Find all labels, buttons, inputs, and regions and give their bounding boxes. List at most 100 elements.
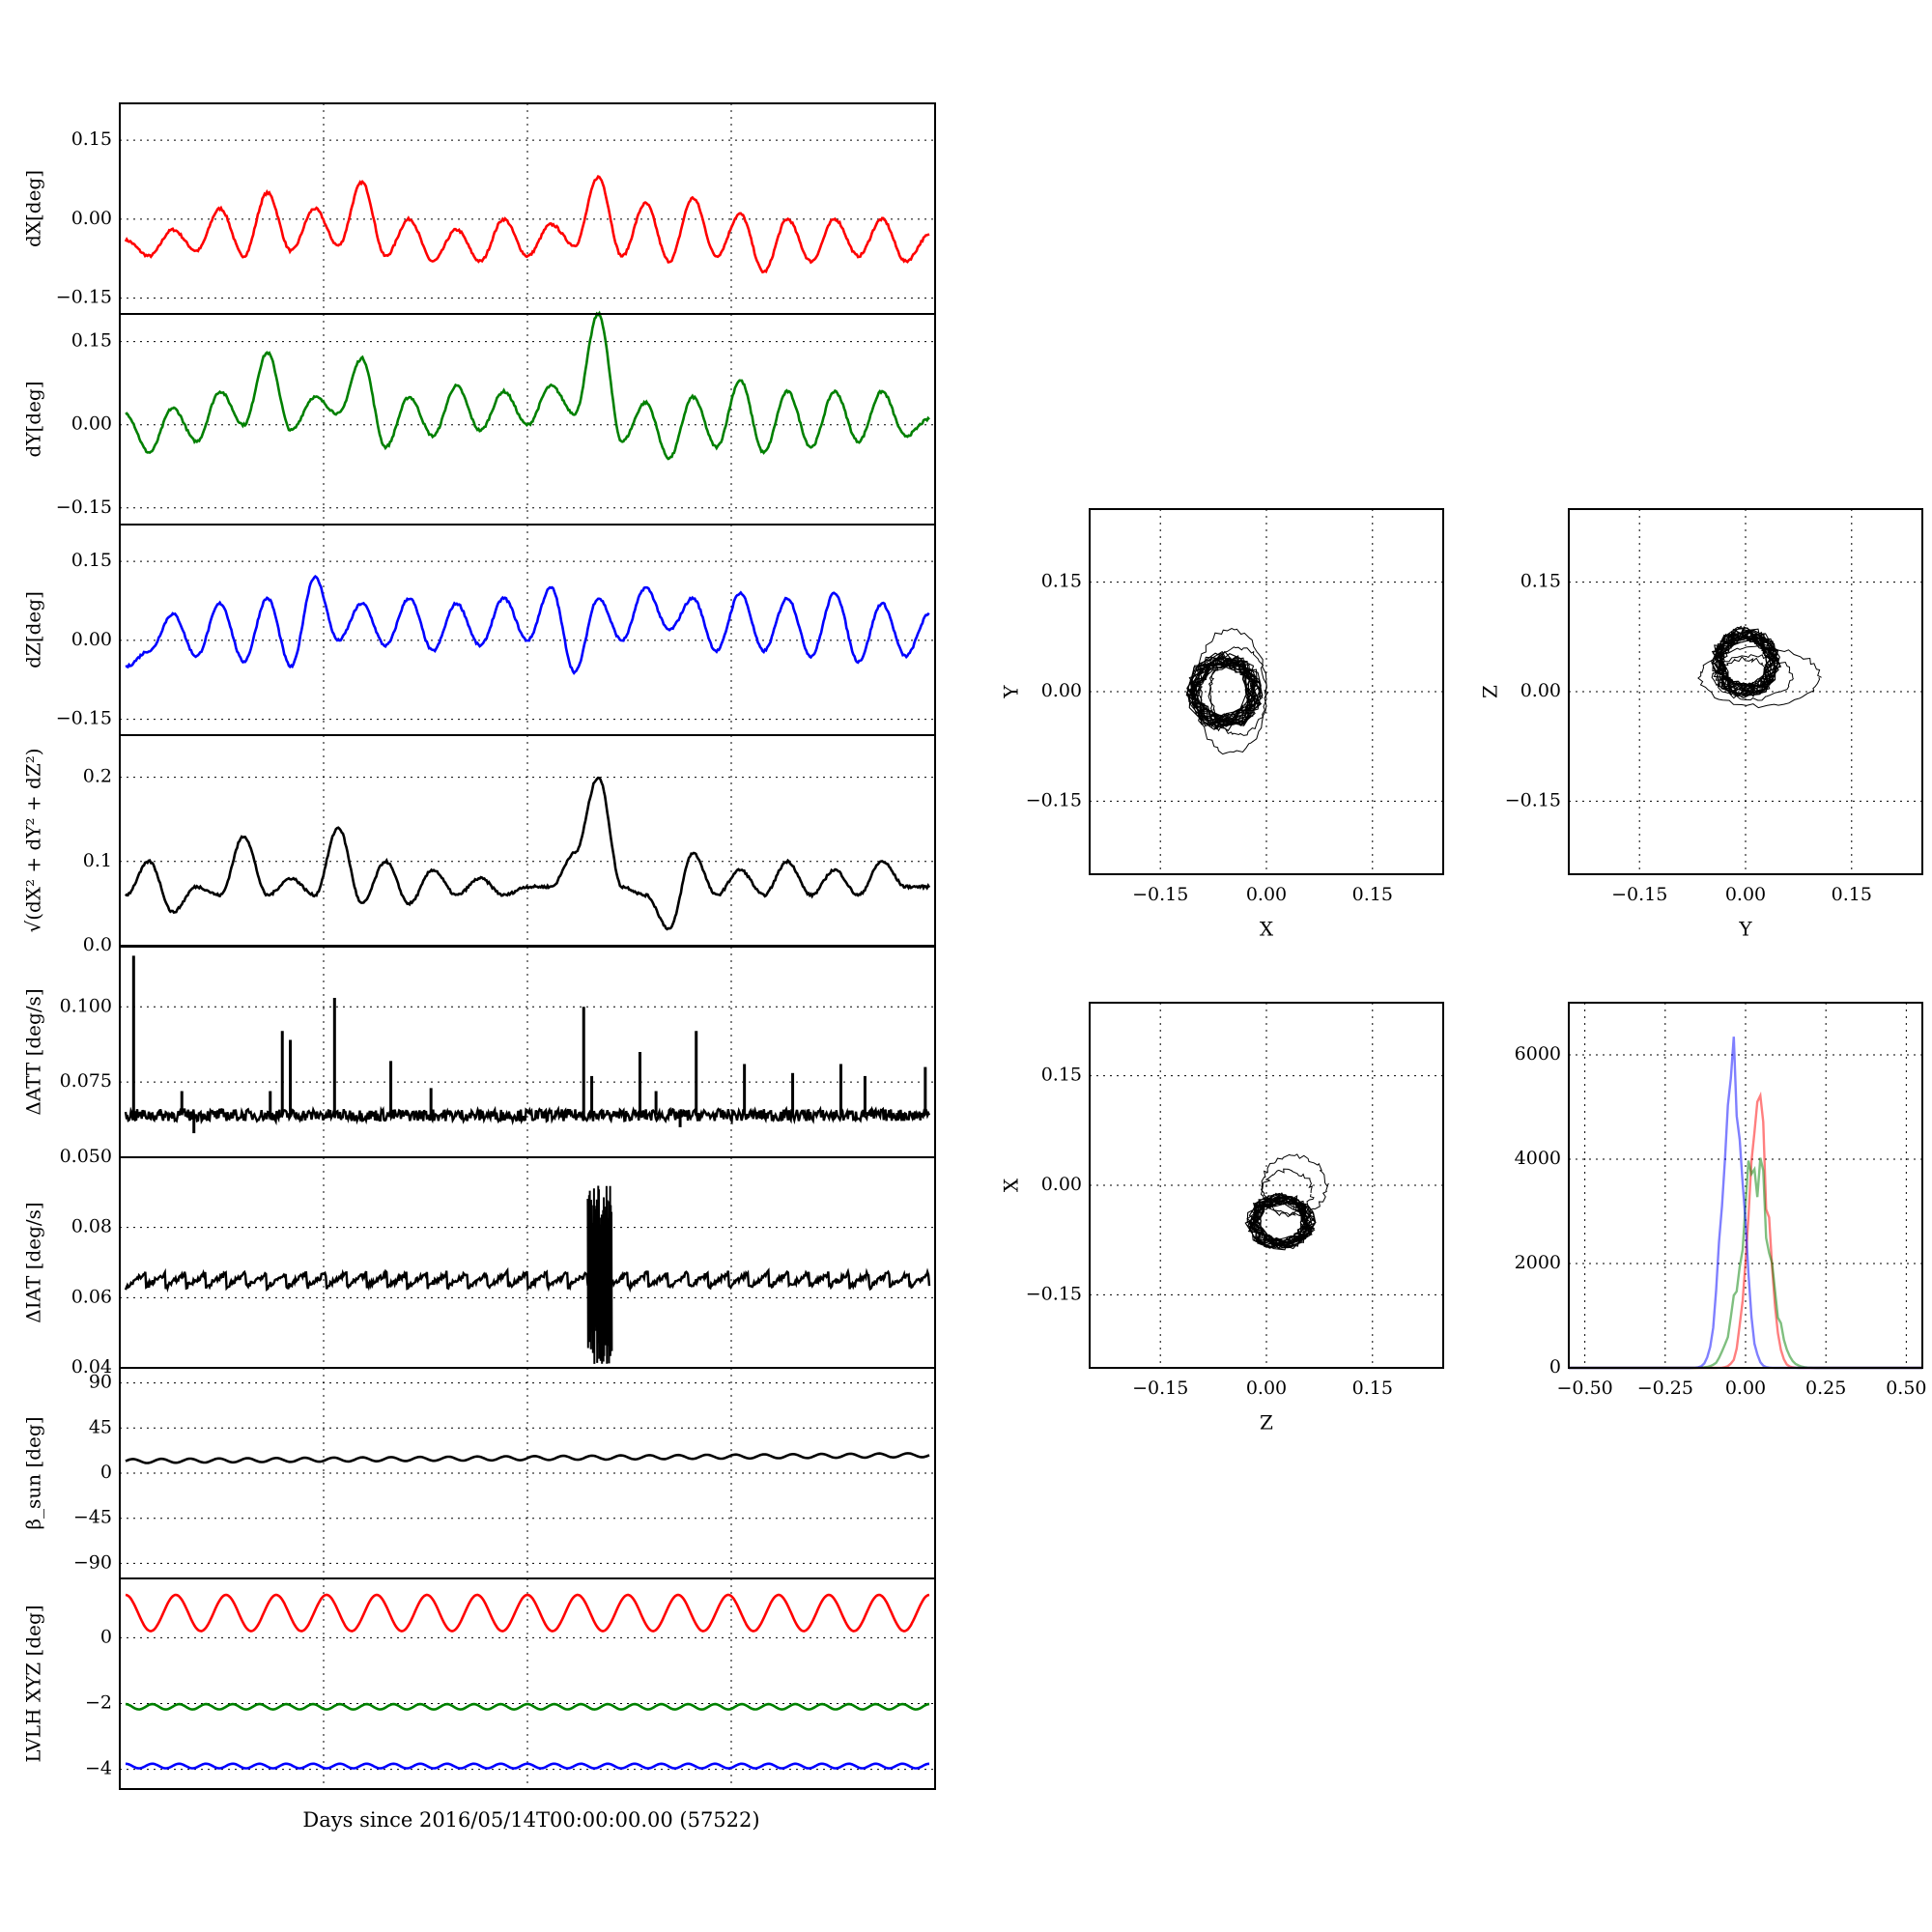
panel-dX-ytick: 0.15	[71, 128, 112, 150]
panel-dATT-ytick: 0.050	[60, 1146, 112, 1167]
panel-dIAT-ytick: 0.06	[71, 1286, 112, 1307]
scatter-ZX-xtick: 0.15	[1352, 1378, 1393, 1399]
scatter-YZ-xlabel: Y	[1738, 918, 1752, 941]
scatter-ZX-ytick: 0.15	[1041, 1065, 1082, 1086]
panel-dIAT-ytick: 0.08	[71, 1216, 112, 1237]
panel-dZ-frame	[119, 524, 936, 736]
histogram-ytick: 2000	[1515, 1252, 1561, 1273]
scatter-XY-ytick: 0.00	[1041, 680, 1082, 701]
scatter-XY-loop	[1208, 646, 1267, 736]
scatter-YZ-xtick: 0.15	[1832, 884, 1872, 905]
scatter-ZX-xlabel: Z	[1260, 1411, 1273, 1435]
scatter-XY-loop	[1193, 628, 1269, 755]
scatter-XY-points	[1185, 650, 1264, 732]
panel-dY-ylabel: dY[deg]	[22, 381, 45, 457]
scatter-YZ-points	[1710, 625, 1782, 699]
panel-lvlh-ytick: −2	[85, 1691, 112, 1713]
panel-dIAT-ylabel: ΔIAT [deg/s]	[22, 1202, 45, 1322]
panel-dX-frame	[119, 102, 936, 315]
panel-dATT-ytick: 0.075	[60, 1070, 112, 1092]
panel-dZ-ylabel: dZ[deg]	[22, 591, 45, 668]
histogram-frame	[1568, 1002, 1923, 1369]
panel-dZ-ytick: 0.00	[71, 629, 112, 650]
histogram-ytick: 4000	[1515, 1148, 1561, 1169]
histogram-ytick: 6000	[1515, 1043, 1561, 1065]
scatter-XY-xlabel: X	[1260, 918, 1274, 941]
scatter-YZ-ytick: 0.00	[1520, 680, 1561, 701]
panel-dIAT-burst	[586, 1185, 613, 1364]
panel-norm-ytick: 0.2	[83, 766, 112, 787]
panel-lvlh-series-Y	[125, 1702, 930, 1711]
histogram-xtick: 0.50	[1886, 1378, 1926, 1399]
scatter-ZX-ytick: 0.00	[1041, 1174, 1082, 1195]
scatter-YZ-xtick: 0.00	[1725, 884, 1766, 905]
histogram-xtick: 0.00	[1725, 1378, 1766, 1399]
panel-lvlh-series-X	[125, 1593, 930, 1633]
scatter-YZ-loop	[1719, 656, 1774, 697]
panel-norm-ytick: 0.1	[83, 850, 112, 871]
panel-dZ-ytick: 0.15	[71, 550, 112, 571]
panel-lvlh-ytick: −4	[85, 1758, 112, 1779]
histogram-ytick: 0	[1549, 1356, 1561, 1378]
panel-lvlh-series-Z	[125, 1762, 930, 1770]
panel-beta-ylabel: β_sun [deg]	[22, 1417, 45, 1530]
panel-norm-ytick: 0.0	[83, 934, 112, 955]
scatter-XY-ytick: −0.15	[1026, 789, 1082, 810]
scatter-XY-xtick: 0.15	[1352, 884, 1393, 905]
panel-beta-ytick: 0	[100, 1462, 112, 1483]
scatter-YZ-ylabel: Z	[1479, 685, 1502, 698]
panel-beta-ytick: 90	[89, 1372, 112, 1393]
panel-norm-frame	[119, 734, 936, 947]
scatter-XY-loop	[1208, 661, 1255, 724]
panel-dY-ytick: 0.00	[71, 413, 112, 435]
panel-dIAT-series-line	[124, 1266, 931, 1293]
panel-dZ-ytick: −0.15	[56, 708, 112, 729]
histogram-xtick: −0.50	[1557, 1378, 1613, 1399]
panel-lvlh-ylabel: LVLH XYZ [deg]	[22, 1605, 45, 1762]
panel-beta-ytick: −45	[73, 1507, 112, 1528]
scatter-ZX-loop	[1260, 1168, 1315, 1218]
panel-dATT-ylabel: ΔATT [deg/s]	[22, 988, 45, 1115]
scatter-ZX-ylabel: X	[1000, 1178, 1023, 1192]
scatter-XY-xtick: 0.00	[1246, 884, 1287, 905]
panel-dX-ylabel: dX[deg]	[22, 170, 45, 247]
scatter-ZX-frame	[1089, 1002, 1444, 1369]
scatter-ZX-xtick: 0.00	[1246, 1378, 1287, 1399]
panel-norm-ylabel: √(dX² + dY² + dZ²)	[22, 748, 45, 932]
panel-dX-ytick: 0.00	[71, 208, 112, 229]
scatter-ZX-ytick: −0.15	[1026, 1283, 1082, 1304]
scatter-XY-ylabel: Y	[1000, 685, 1023, 699]
panel-dY-ytick: 0.15	[71, 330, 112, 352]
scatter-ZX-xtick: −0.15	[1132, 1378, 1188, 1399]
panel-dY-frame	[119, 313, 936, 526]
panel-beta-ytick: 45	[89, 1416, 112, 1437]
x-axis-label: Days since 2016/05/14T00:00:00.00 (57522…	[302, 1808, 760, 1832]
scatter-YZ-ytick: 0.15	[1520, 571, 1561, 592]
scatter-ZX-points	[1244, 1192, 1317, 1251]
panel-dIAT-frame	[119, 1156, 936, 1369]
scatter-YZ-ytick: −0.15	[1505, 789, 1561, 810]
panel-dY-series-line	[125, 310, 930, 461]
panel-dX-ytick: −0.15	[56, 287, 112, 308]
panel-dATT-ytick: 0.100	[60, 995, 112, 1016]
histogram-xtick: 0.25	[1805, 1378, 1846, 1399]
histogram-xtick: −0.25	[1637, 1378, 1693, 1399]
scatter-XY-frame	[1089, 508, 1444, 875]
panel-dATT-series-line	[124, 1105, 931, 1126]
scatter-XY-xtick: −0.15	[1132, 884, 1188, 905]
panel-dIAT-ytick: 0.04	[71, 1356, 112, 1378]
scatter-YZ-loop	[1711, 654, 1794, 701]
panel-lvlh-ytick: 0	[100, 1626, 112, 1647]
panel-dZ-series-line	[125, 574, 930, 675]
panel-norm-series-line	[124, 776, 931, 931]
panel-dY-ytick: −0.15	[56, 497, 112, 518]
panel-beta-ytick: −90	[73, 1551, 112, 1573]
panel-dATT-frame	[119, 946, 936, 1158]
scatter-XY-ytick: 0.15	[1041, 571, 1082, 592]
panel-beta-series-line	[125, 1452, 930, 1464]
scatter-YZ-frame	[1568, 508, 1923, 875]
scatter-YZ-loop	[1697, 645, 1822, 709]
scatter-YZ-xtick: −0.15	[1611, 884, 1667, 905]
panel-dX-series-line	[124, 175, 930, 274]
